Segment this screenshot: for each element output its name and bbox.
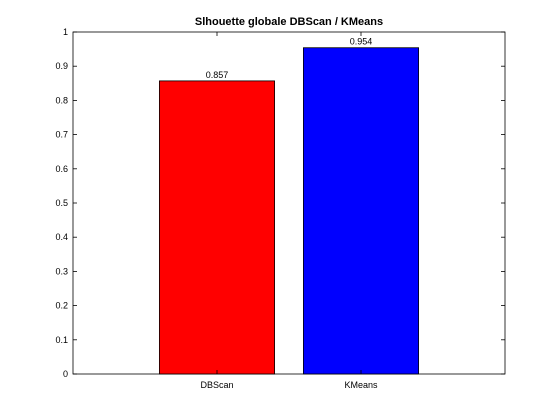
- y-tick-label: 0: [63, 369, 68, 379]
- y-tick-label: 0.7: [55, 130, 68, 140]
- y-tick-label: 0.4: [55, 232, 68, 242]
- y-tick-label: 0.2: [55, 301, 68, 311]
- x-tick-label: KMeans: [344, 380, 378, 390]
- y-tick-label: 0.1: [55, 335, 68, 345]
- bar-series: 0.857 0.954: [158, 37, 419, 375]
- plot-area: [72, 31, 506, 375]
- chart-title: Slhouette globale DBScan / KMeans: [195, 16, 383, 28]
- y-tick-label: 0.5: [55, 198, 68, 208]
- y-tick-label: 0.6: [55, 164, 68, 174]
- bar-kmeans: [302, 47, 419, 375]
- data-label-kmeans: 0.954: [350, 37, 373, 47]
- y-axis: 0 0.1 0.2 0.3 0.4 0.5 0.6 0.7 0.8 0.9 1: [55, 27, 505, 379]
- data-label-dbscan: 0.857: [206, 70, 229, 80]
- y-tick-label: 1: [63, 27, 68, 37]
- y-tick-label: 0.9: [55, 61, 68, 71]
- bar-dbscan: [158, 80, 275, 375]
- x-axis: DBScan KMeans: [200, 32, 378, 390]
- y-tick-label: 0.3: [55, 266, 68, 276]
- y-tick-label: 0.8: [55, 95, 68, 105]
- x-tick-label: DBScan: [200, 380, 233, 390]
